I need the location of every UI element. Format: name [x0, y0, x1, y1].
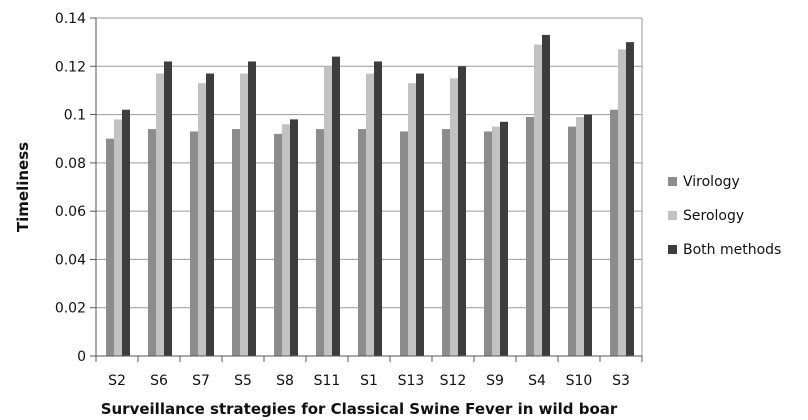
bar-serology-s11 — [324, 66, 332, 357]
x-tick-label: S4 — [528, 373, 546, 389]
x-tick-label: S11 — [314, 373, 341, 389]
legend-swatch — [668, 177, 677, 186]
legend-label: Both methods — [683, 242, 781, 258]
y-axis-title: Timeliness — [14, 142, 32, 232]
bar-virology-s5 — [232, 129, 240, 356]
bar-serology-s12 — [450, 78, 458, 356]
x-tick-label: S9 — [486, 373, 504, 389]
bar-both-methods-s9 — [500, 121, 508, 356]
bar-both-methods-s8 — [290, 119, 298, 357]
bar-serology-s1 — [366, 73, 374, 357]
bar-virology-s3 — [610, 109, 618, 356]
bar-virology-s6 — [148, 129, 156, 356]
bar-virology-s9 — [484, 131, 492, 356]
x-tick-label: S7 — [192, 373, 210, 389]
bar-both-methods-s3 — [626, 42, 634, 357]
tick-labels: 0 0.02 0.04 0.06 0.08 0.1 0.12 0.14 S2 S6 S7 S5 S8 S1… — [55, 11, 630, 389]
x-tick-label: S2 — [108, 373, 126, 389]
bar-serology-s6 — [156, 73, 164, 357]
bar-serology-s3 — [618, 49, 626, 357]
bar-both-methods-s11 — [332, 56, 340, 356]
x-tick-label: S3 — [612, 373, 630, 389]
y-tick-label: 0.04 — [55, 252, 86, 268]
y-tick-label: 0 — [77, 349, 86, 365]
x-tick-label: S13 — [398, 373, 425, 389]
bar-serology-s10 — [576, 116, 584, 356]
y-tick-label: 0.02 — [55, 301, 86, 317]
y-tick-label: 0.08 — [55, 156, 86, 172]
bar-both-methods-s10 — [584, 114, 592, 356]
x-tick-label: S10 — [566, 373, 593, 389]
bar-serology-s5 — [240, 73, 248, 357]
bar-serology-s4 — [534, 44, 542, 357]
bar-both-methods-s6 — [164, 61, 172, 356]
bar-virology-s4 — [526, 116, 534, 356]
legend-label: Serology — [683, 208, 744, 224]
bar-both-methods-s13 — [416, 73, 424, 357]
bar-both-methods-s5 — [248, 61, 256, 356]
x-tick-label: S6 — [150, 373, 168, 389]
bar-virology-s8 — [274, 133, 282, 356]
y-tick-label: 0.14 — [55, 11, 86, 27]
bar-both-methods-s4 — [542, 34, 550, 357]
bar-virology-s7 — [190, 131, 198, 356]
legend-label: Virology — [683, 174, 740, 190]
bar-both-methods-s7 — [206, 73, 214, 357]
bar-both-methods-s2 — [122, 109, 130, 356]
bar-virology-s1 — [358, 129, 366, 356]
y-tick-label: 0.1 — [64, 108, 86, 124]
bar-both-methods-s1 — [374, 61, 382, 356]
y-tick-label: 0.12 — [55, 59, 86, 75]
legend: Virology Serology Both methods — [668, 174, 781, 258]
bar-serology-s2 — [114, 119, 122, 357]
x-tick-label: S5 — [234, 373, 252, 389]
x-tick-label: S8 — [276, 373, 294, 389]
bars — [106, 34, 634, 357]
bar-serology-s7 — [198, 83, 206, 356]
x-tick-label: S12 — [440, 373, 467, 389]
x-axis-title: Surveillance strategies for Classical Sw… — [101, 400, 618, 418]
y-tick-label: 0.06 — [55, 204, 86, 220]
x-tick-label: S1 — [360, 373, 378, 389]
bar-virology-s13 — [400, 131, 408, 356]
bar-virology-s12 — [442, 129, 450, 356]
bar-virology-s10 — [568, 126, 576, 357]
legend-swatch — [668, 245, 677, 254]
bar-serology-s8 — [282, 124, 290, 356]
bar-both-methods-s12 — [458, 66, 466, 357]
bar-virology-s2 — [106, 138, 114, 356]
bar-virology-s11 — [316, 129, 324, 356]
bar-serology-s9 — [492, 126, 500, 357]
bar-serology-s13 — [408, 83, 416, 356]
axes — [90, 17, 643, 362]
legend-swatch — [668, 211, 677, 220]
